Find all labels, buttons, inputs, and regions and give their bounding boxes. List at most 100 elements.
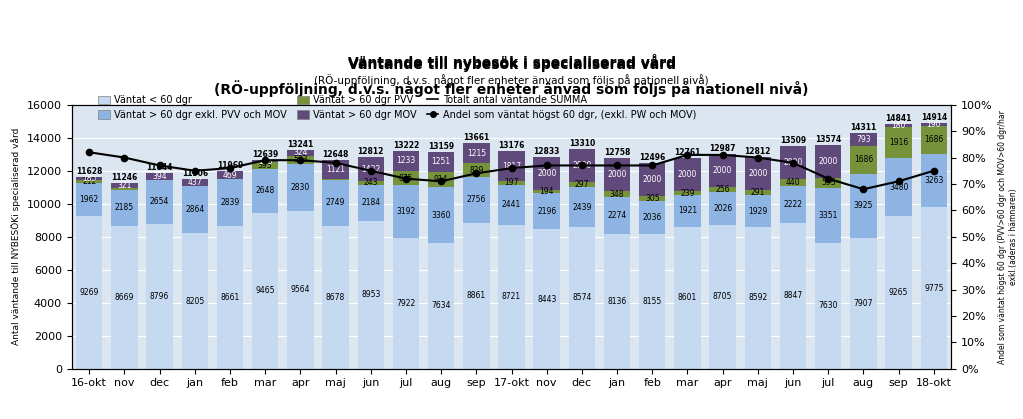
Bar: [534, 230, 560, 369]
Text: 212: 212: [82, 177, 96, 186]
Bar: [674, 158, 701, 191]
Bar: [850, 173, 877, 238]
Text: 7907: 7907: [853, 299, 874, 308]
Text: 297: 297: [575, 180, 589, 189]
Text: 321: 321: [118, 181, 132, 190]
Text: 256: 256: [715, 185, 729, 194]
Text: 8678: 8678: [326, 292, 345, 302]
Text: 13176: 13176: [498, 141, 525, 150]
Bar: [463, 163, 490, 177]
Bar: [146, 224, 173, 369]
Text: 14914: 14914: [921, 113, 947, 122]
Text: 11844: 11844: [146, 163, 173, 172]
Bar: [710, 225, 736, 369]
Text: 2441: 2441: [502, 200, 521, 209]
Text: 1686: 1686: [924, 135, 943, 144]
Legend: Väntat < 60 dgr, Väntat > 60 dgr exkl. PVV och MOV, Väntat > 60 dgr PVV, Väntat : Väntat < 60 dgr, Väntat > 60 dgr exkl. P…: [94, 91, 701, 124]
Text: 523: 523: [294, 155, 308, 164]
Bar: [322, 180, 349, 225]
Bar: [463, 222, 490, 369]
Text: 2648: 2648: [256, 186, 275, 195]
Bar: [604, 197, 630, 235]
Bar: [921, 207, 947, 369]
Bar: [252, 212, 278, 369]
Bar: [358, 221, 384, 369]
Text: 12496: 12496: [639, 153, 665, 162]
Bar: [252, 160, 278, 163]
Bar: [886, 127, 911, 158]
Text: 2000: 2000: [678, 170, 697, 179]
Text: 1233: 1233: [396, 156, 415, 165]
Bar: [639, 234, 666, 369]
Text: 133: 133: [258, 157, 272, 166]
Text: 2000: 2000: [818, 157, 838, 166]
Bar: [428, 243, 454, 369]
Bar: [780, 179, 806, 186]
Text: 2000: 2000: [572, 161, 591, 170]
Bar: [428, 172, 454, 187]
Text: 1962: 1962: [80, 195, 99, 204]
Text: Väntande till nybesök i specialiserad vård: Väntande till nybesök i specialiserad vå…: [348, 54, 675, 70]
Text: 2196: 2196: [537, 207, 557, 216]
Bar: [534, 193, 560, 230]
Title: Väntande till nybesök i specialiserad vård
(RÖ-uppföljning, d.v.s. något fler en: Väntande till nybesök i specialiserad vå…: [214, 56, 809, 97]
Text: 8574: 8574: [572, 293, 591, 303]
Text: 2439: 2439: [572, 203, 591, 212]
Bar: [780, 146, 806, 179]
Bar: [358, 181, 384, 185]
Text: 2184: 2184: [361, 199, 381, 207]
Bar: [76, 180, 102, 184]
Text: 3925: 3925: [854, 202, 873, 210]
Text: 3480: 3480: [889, 183, 908, 191]
Bar: [498, 225, 525, 369]
Bar: [710, 155, 736, 187]
Bar: [112, 189, 138, 190]
Text: 8721: 8721: [502, 292, 521, 301]
Text: 2185: 2185: [115, 203, 134, 212]
Text: 13310: 13310: [569, 139, 595, 148]
Bar: [322, 160, 349, 178]
Bar: [76, 177, 102, 180]
Text: 3263: 3263: [924, 176, 943, 185]
Bar: [921, 123, 947, 126]
Text: 2839: 2839: [220, 198, 239, 207]
Bar: [217, 179, 243, 226]
Bar: [886, 124, 911, 127]
Text: 13661: 13661: [463, 133, 489, 142]
Bar: [498, 151, 525, 181]
Bar: [463, 143, 490, 163]
Text: 8861: 8861: [466, 291, 486, 300]
Bar: [569, 149, 595, 182]
Bar: [710, 191, 736, 225]
Text: 12812: 12812: [745, 147, 771, 156]
Bar: [604, 235, 630, 369]
Text: 8205: 8205: [185, 297, 205, 305]
Text: 2864: 2864: [185, 205, 205, 214]
Text: 2830: 2830: [291, 183, 310, 192]
Text: 12761: 12761: [674, 148, 701, 157]
Bar: [498, 184, 525, 225]
Text: 194: 194: [539, 187, 553, 196]
Bar: [674, 227, 701, 369]
Text: 2222: 2222: [784, 200, 802, 209]
Text: 8661: 8661: [220, 293, 239, 302]
Text: 13222: 13222: [393, 141, 419, 150]
Bar: [639, 163, 666, 196]
Text: 875: 875: [399, 173, 413, 183]
Text: 13159: 13159: [428, 142, 454, 151]
Text: 8953: 8953: [361, 290, 381, 299]
Bar: [780, 186, 806, 223]
Bar: [498, 181, 525, 184]
Bar: [287, 211, 314, 369]
Bar: [850, 133, 877, 146]
Y-axis label: Andel som väntat högst 60 dgr (PVV>60 dgr och MOV>60 dgr/har
exkl.(aderas i hämn: Andel som väntat högst 60 dgr (PVV>60 dg…: [998, 110, 1018, 364]
Text: 11628: 11628: [76, 167, 102, 176]
Text: 1432: 1432: [361, 165, 381, 173]
Bar: [534, 157, 560, 190]
Bar: [182, 179, 208, 186]
Text: 9775: 9775: [924, 284, 943, 292]
Text: 305: 305: [644, 194, 660, 202]
Bar: [604, 191, 630, 197]
Text: 393: 393: [258, 161, 272, 170]
Bar: [217, 171, 243, 179]
